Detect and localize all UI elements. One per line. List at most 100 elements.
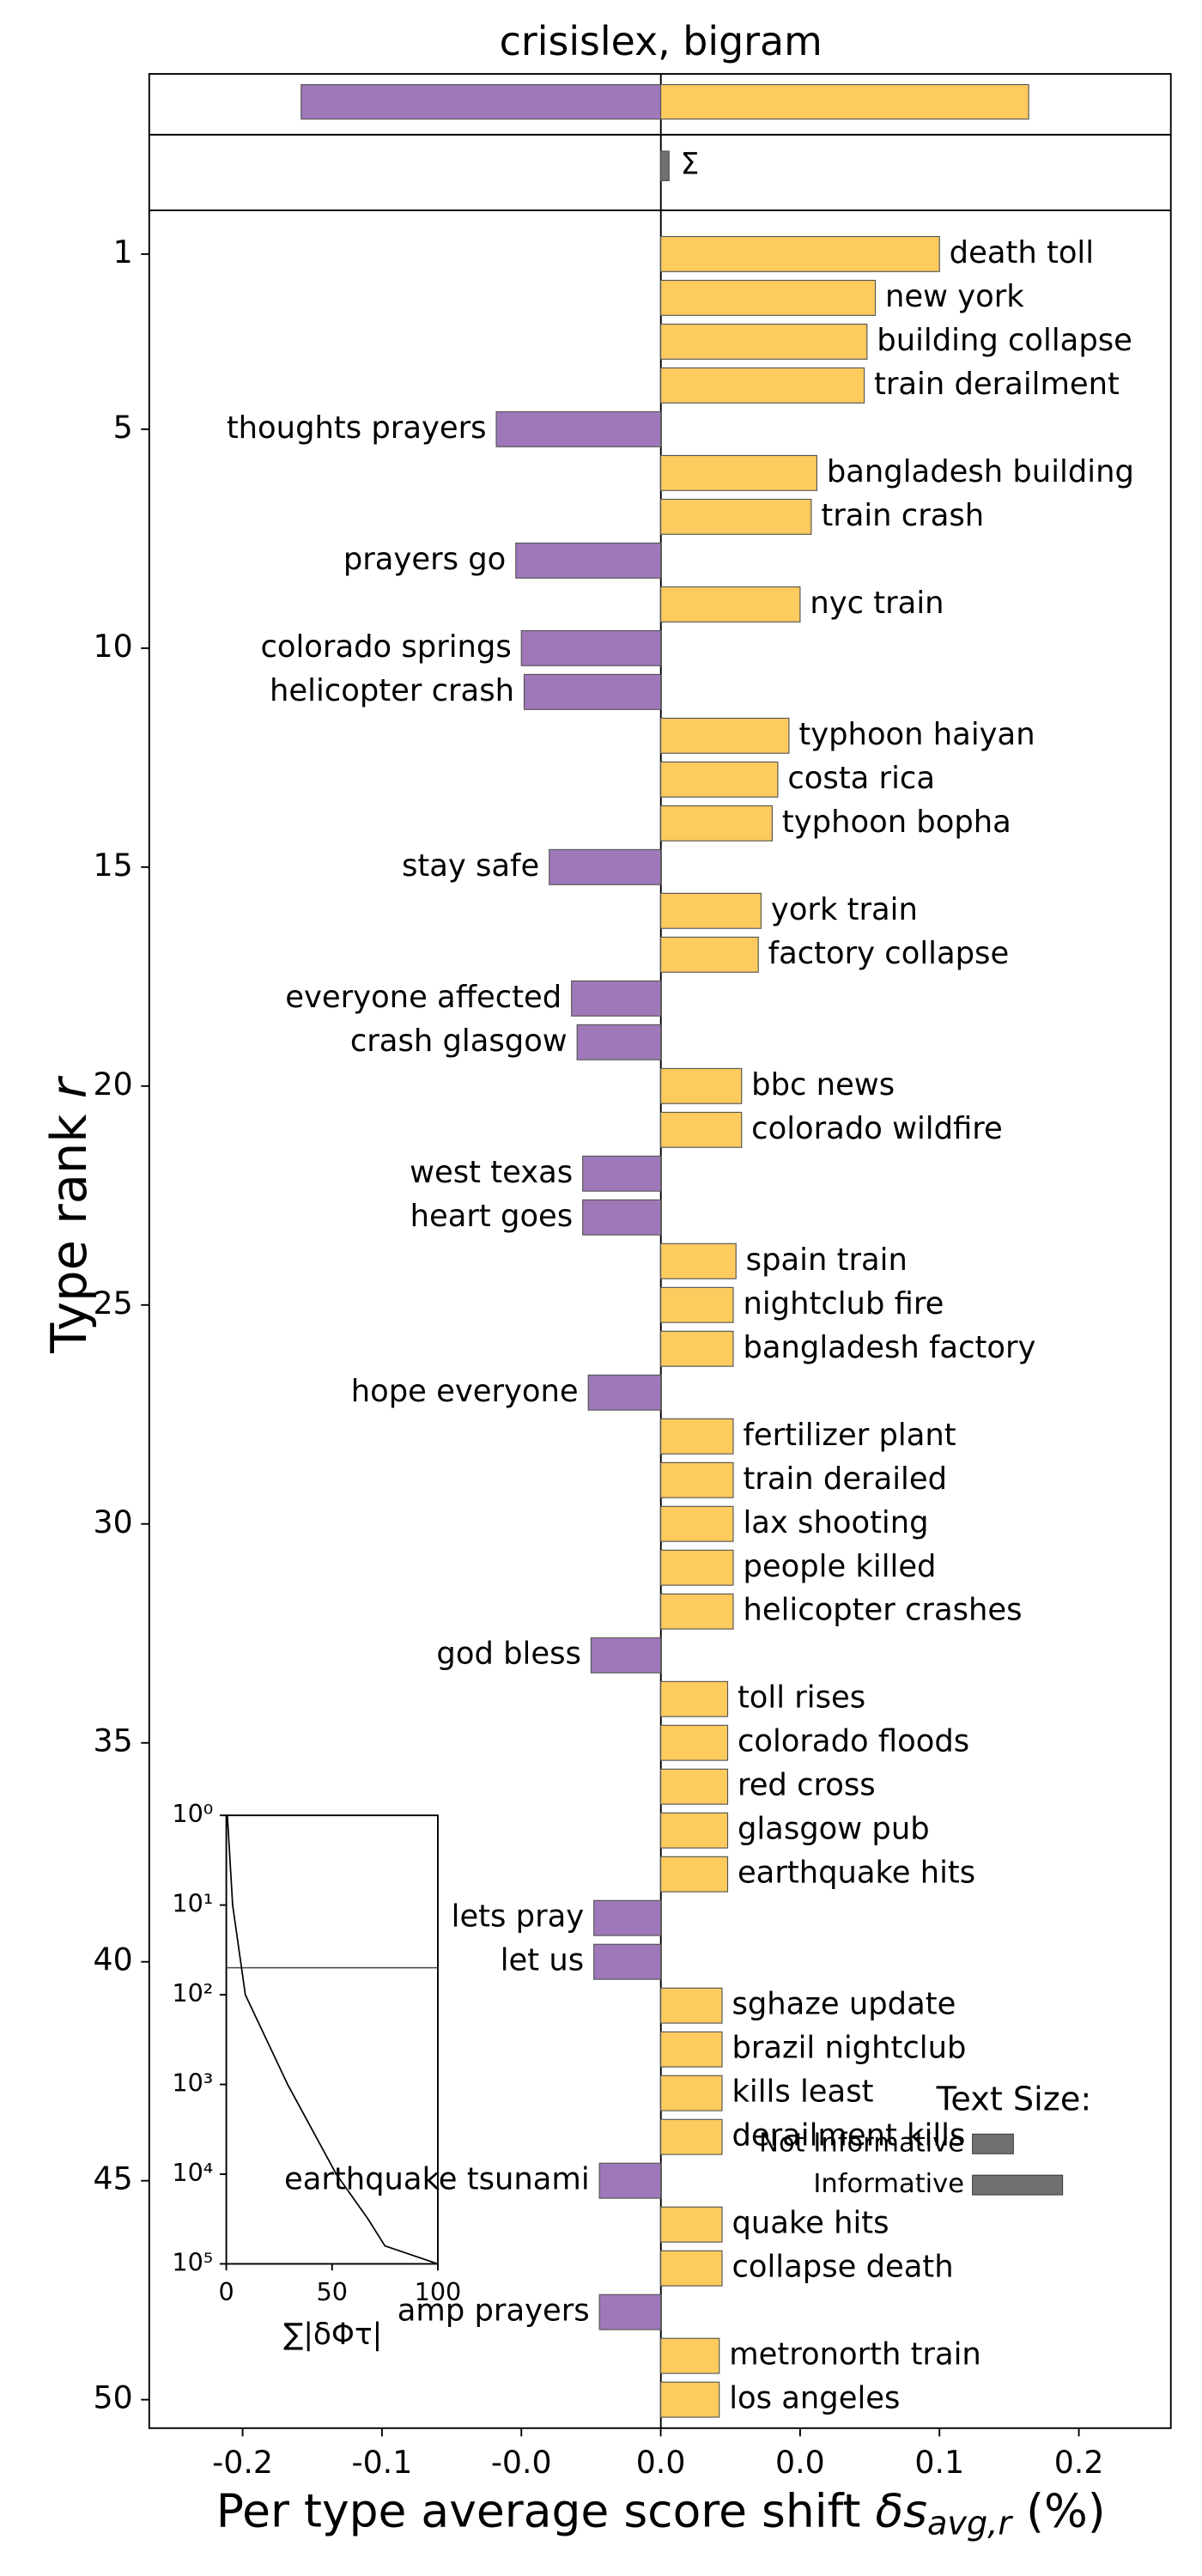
bar bbox=[659, 2118, 723, 2155]
bar-label: quake hits bbox=[732, 2206, 889, 2241]
inset-y-tick-label: 10⁵ bbox=[172, 2247, 213, 2276]
bar-label: people killed bbox=[743, 1549, 936, 1584]
total-bar bbox=[659, 83, 1029, 120]
bar-label: fertilizer plant bbox=[743, 1418, 956, 1453]
bar-label: colorado springs bbox=[260, 629, 511, 665]
bar-label: death toll bbox=[950, 235, 1094, 270]
inset-y-tick-label: 10⁰ bbox=[172, 1799, 213, 1828]
bar bbox=[520, 629, 662, 666]
bar-label: helicopter crash bbox=[270, 673, 514, 708]
bar-label: factory collapse bbox=[768, 936, 1010, 971]
y-tick-label: 25 bbox=[94, 1285, 133, 1321]
bar bbox=[659, 2381, 720, 2418]
y-tick-label: 35 bbox=[94, 1722, 133, 1759]
bar bbox=[659, 367, 865, 404]
y-tick-label: 50 bbox=[94, 2379, 133, 2416]
bar bbox=[598, 2293, 662, 2330]
bar-label: prayers go bbox=[343, 542, 506, 577]
x-tick-label: 0.0 bbox=[775, 2444, 825, 2481]
bar-label: glasgow pub bbox=[738, 1812, 930, 1847]
bar bbox=[659, 2337, 720, 2374]
y-tick-label: 1 bbox=[113, 234, 133, 270]
bar bbox=[659, 1242, 737, 1279]
bar bbox=[659, 1724, 729, 1761]
bar bbox=[659, 805, 774, 841]
bar bbox=[659, 1330, 734, 1367]
x-tick-label: -0.1 bbox=[352, 2444, 413, 2481]
bar bbox=[659, 2031, 723, 2068]
bar-label: earthquake tsunami bbox=[284, 2162, 590, 2197]
bar bbox=[659, 235, 940, 272]
bar bbox=[571, 980, 662, 1017]
chart-title: crisislex, bigram bbox=[500, 18, 823, 64]
bar bbox=[659, 1549, 734, 1586]
bar bbox=[659, 2250, 723, 2287]
bar-label: york train bbox=[771, 892, 918, 927]
bar bbox=[659, 1111, 743, 1148]
bar-label: nightclub fire bbox=[743, 1286, 944, 1321]
y-tick-label: 30 bbox=[94, 1504, 133, 1540]
bar-label: lax shooting bbox=[743, 1505, 928, 1540]
bar-label: new york bbox=[885, 279, 1024, 314]
bar-label: stay safe bbox=[402, 848, 539, 884]
bar bbox=[659, 2075, 723, 2111]
bar bbox=[659, 1286, 734, 1323]
bar bbox=[659, 1067, 743, 1104]
inset-x-tick-label: 50 bbox=[317, 2277, 348, 2306]
legend-swatch bbox=[972, 2174, 1064, 2196]
bar bbox=[495, 410, 662, 447]
bar-label: spain train bbox=[746, 1242, 908, 1278]
y-axis-label: Type rank r bbox=[40, 1075, 98, 1354]
y-tick-label: 5 bbox=[113, 409, 133, 446]
bar bbox=[659, 1461, 734, 1498]
bar-label: god bless bbox=[436, 1637, 580, 1672]
cumulative-curve bbox=[226, 1815, 439, 2265]
sum-label: Σ bbox=[681, 148, 700, 182]
bar-label: lets pray bbox=[452, 1899, 585, 1935]
inset-y-tick-label: 10³ bbox=[172, 2069, 213, 2098]
bar bbox=[593, 1899, 662, 1936]
bar bbox=[659, 1812, 729, 1849]
bar-label: hope everyone bbox=[351, 1374, 579, 1409]
y-tick-label: 20 bbox=[94, 1066, 133, 1103]
bar bbox=[587, 1374, 662, 1411]
bar-label: metronorth train bbox=[729, 2337, 981, 2372]
bar bbox=[590, 1637, 662, 1674]
bar-label: kills least bbox=[732, 2075, 873, 2110]
bar bbox=[582, 1199, 662, 1236]
bar-label: colorado wildfire bbox=[751, 1111, 1003, 1146]
bar-label: west texas bbox=[410, 1155, 573, 1190]
bar bbox=[582, 1155, 662, 1192]
x-tick-label: 0.2 bbox=[1054, 2444, 1104, 2481]
x-tick-label: 0.1 bbox=[914, 2444, 964, 2481]
bar bbox=[659, 1418, 734, 1455]
bar-label: let us bbox=[501, 1943, 584, 1978]
bar-label: train derailment bbox=[874, 367, 1120, 402]
bar-label: brazil nightclub bbox=[732, 2031, 966, 2066]
bar bbox=[549, 848, 662, 885]
bar bbox=[523, 673, 662, 710]
y-tick-label: 15 bbox=[94, 847, 133, 884]
legend-label: Not Informative bbox=[759, 2128, 964, 2158]
bar bbox=[598, 2162, 662, 2199]
legend-label: Informative bbox=[813, 2169, 964, 2199]
x-tick-label: -0.0 bbox=[491, 2444, 552, 2481]
bar-label: crash glasgow bbox=[350, 1024, 568, 1059]
bar bbox=[576, 1024, 662, 1060]
bar bbox=[659, 498, 812, 535]
bar-label: sghaze update bbox=[732, 1987, 956, 2022]
bar-label: toll rises bbox=[738, 1680, 865, 1716]
x-tick-label: -0.2 bbox=[212, 2444, 273, 2481]
bar bbox=[659, 454, 817, 491]
inset-x-tick-label: 0 bbox=[218, 2277, 234, 2306]
bar-label: los angeles bbox=[729, 2381, 900, 2416]
x-tick-label: 0.0 bbox=[636, 2444, 686, 2481]
x-axis-label: Per type average score shift δsavg,r (%) bbox=[216, 2483, 1106, 2543]
bar-label: red cross bbox=[738, 1768, 876, 1803]
bar-label: train derailed bbox=[743, 1461, 947, 1497]
bar bbox=[659, 761, 779, 798]
legend-swatch bbox=[972, 2133, 1014, 2154]
bar bbox=[659, 1593, 734, 1630]
bar-label: collapse death bbox=[732, 2250, 953, 2285]
bar-label: colorado floods bbox=[738, 1724, 969, 1759]
